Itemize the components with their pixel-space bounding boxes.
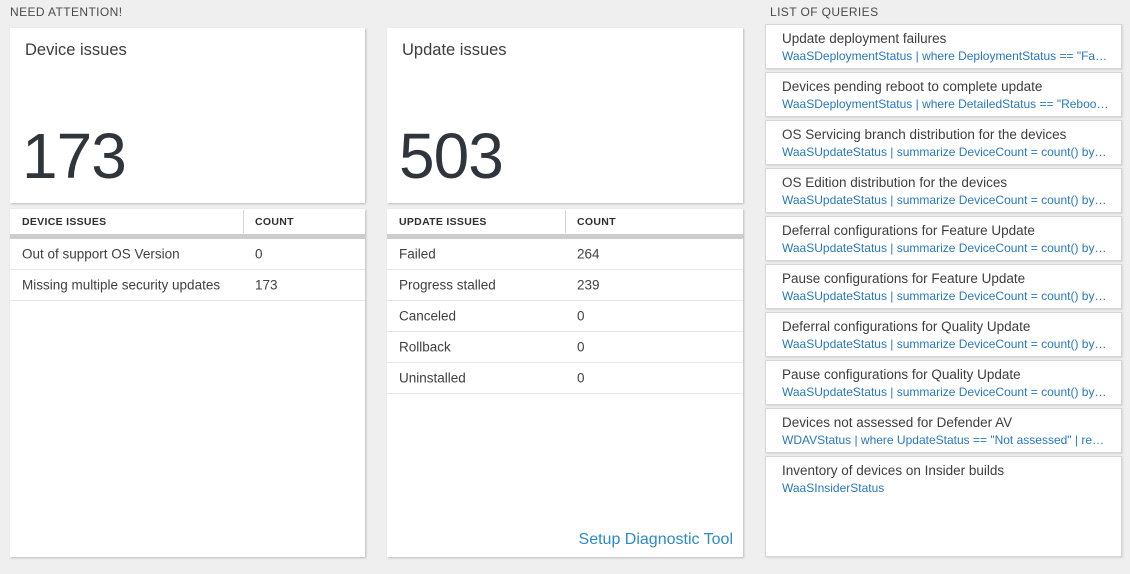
update-issues-title: Update issues xyxy=(402,41,507,59)
device-issues-title: Device issues xyxy=(25,41,127,59)
update-issues-count: 503 xyxy=(399,120,504,192)
query-text: WaaSUpdateStatus | summarize DeviceCount… xyxy=(782,241,1109,255)
query-title: Deferral configurations for Feature Upda… xyxy=(782,223,1035,238)
device-issues-table-panel: DEVICE ISSUES COUNT Out of support OS Ve… xyxy=(10,209,365,557)
setup-diagnostic-tool-link[interactable]: Setup Diagnostic Tool xyxy=(578,531,733,548)
query-title: Pause configurations for Feature Update xyxy=(782,271,1026,286)
query-item[interactable]: OS Servicing branch distribution for the… xyxy=(765,120,1122,165)
query-item[interactable]: Devices pending reboot to complete updat… xyxy=(765,72,1122,117)
device-issues-count: 173 xyxy=(22,120,127,192)
list-of-queries-section-label: LIST OF QUERIES xyxy=(770,5,879,19)
row-count: 0 xyxy=(255,246,263,262)
column-divider xyxy=(565,210,566,233)
table-row[interactable]: Rollback 0 xyxy=(387,332,743,363)
query-item[interactable]: Deferral configurations for Quality Upda… xyxy=(765,312,1122,357)
query-text: WaaSDeploymentStatus | where DeploymentS… xyxy=(782,49,1109,63)
table-row[interactable]: Out of support OS Version 0 xyxy=(10,239,365,270)
query-item[interactable]: Pause configurations for Feature Update … xyxy=(765,264,1122,309)
query-text: WDAVStatus | where UpdateStatus == "Not … xyxy=(782,433,1109,447)
query-item[interactable]: Deferral configurations for Feature Upda… xyxy=(765,216,1122,261)
column-header-count: COUNT xyxy=(255,216,294,228)
query-title: OS Servicing branch distribution for the… xyxy=(782,127,1067,142)
column-header-device-issues: DEVICE ISSUES xyxy=(22,216,107,228)
query-item[interactable]: OS Edition distribution for the devices … xyxy=(765,168,1122,213)
device-issues-tile[interactable]: Device issues 173 xyxy=(10,28,365,203)
table-row[interactable]: Progress stalled 239 xyxy=(387,270,743,301)
query-title: Inventory of devices on Insider builds xyxy=(782,463,1005,478)
row-count: 0 xyxy=(577,370,585,386)
query-title: Deferral configurations for Quality Upda… xyxy=(782,319,1031,334)
column-divider xyxy=(243,210,244,233)
row-label: Progress stalled xyxy=(399,277,496,293)
header-divider-bar xyxy=(387,234,743,239)
query-title: OS Edition distribution for the devices xyxy=(782,175,1008,190)
row-label: Uninstalled xyxy=(399,370,466,386)
column-header-update-issues: UPDATE ISSUES xyxy=(399,216,487,228)
row-label: Out of support OS Version xyxy=(22,246,180,262)
table-row[interactable]: Canceled 0 xyxy=(387,301,743,332)
header-divider-bar xyxy=(10,234,365,239)
table-row[interactable]: Failed 264 xyxy=(387,239,743,270)
update-issues-table-header: UPDATE ISSUES COUNT xyxy=(387,209,743,234)
query-text: WaaSUpdateStatus | summarize DeviceCount… xyxy=(782,145,1109,159)
query-item[interactable]: Pause configurations for Quality Update … xyxy=(765,360,1122,405)
query-text: WaaSUpdateStatus | summarize DeviceCount… xyxy=(782,289,1109,303)
query-item[interactable]: Update deployment failures WaaSDeploymen… xyxy=(765,24,1122,69)
query-text: WaaSUpdateStatus | summarize DeviceCount… xyxy=(782,337,1109,351)
row-label: Missing multiple security updates xyxy=(22,277,221,293)
row-count: 173 xyxy=(255,277,278,293)
query-text: WaaSInsiderStatus xyxy=(782,481,885,495)
table-row[interactable]: Uninstalled 0 xyxy=(387,363,743,394)
query-text: WaaSUpdateStatus | summarize DeviceCount… xyxy=(782,193,1109,207)
row-count: 239 xyxy=(577,277,600,293)
query-item[interactable]: Inventory of devices on Insider builds W… xyxy=(765,456,1122,557)
query-list: Update deployment failures WaaSDeploymen… xyxy=(765,24,1122,557)
update-issues-table-panel: UPDATE ISSUES COUNT Failed 264 Progress … xyxy=(387,209,743,557)
device-issues-table-header: DEVICE ISSUES COUNT xyxy=(10,209,365,234)
row-count: 0 xyxy=(577,339,585,355)
row-label: Canceled xyxy=(399,308,457,324)
query-title: Devices pending reboot to complete updat… xyxy=(782,79,1043,94)
column-header-count: COUNT xyxy=(577,216,616,228)
query-title: Pause configurations for Quality Update xyxy=(782,367,1021,382)
row-label: Failed xyxy=(399,246,436,262)
row-label: Rollback xyxy=(399,339,451,355)
table-row[interactable]: Missing multiple security updates 173 xyxy=(10,270,365,301)
query-title: Devices not assessed for Defender AV xyxy=(782,415,1013,430)
need-attention-section-label: NEED ATTENTION! xyxy=(10,5,123,19)
query-title: Update deployment failures xyxy=(782,31,947,46)
row-count: 264 xyxy=(577,246,600,262)
query-item[interactable]: Devices not assessed for Defender AV WDA… xyxy=(765,408,1122,453)
query-text: WaaSUpdateStatus | summarize DeviceCount… xyxy=(782,385,1109,399)
row-count: 0 xyxy=(577,308,585,324)
update-issues-tile[interactable]: Update issues 503 xyxy=(387,28,743,203)
query-text: WaaSDeploymentStatus | where DetailedSta… xyxy=(782,97,1109,111)
